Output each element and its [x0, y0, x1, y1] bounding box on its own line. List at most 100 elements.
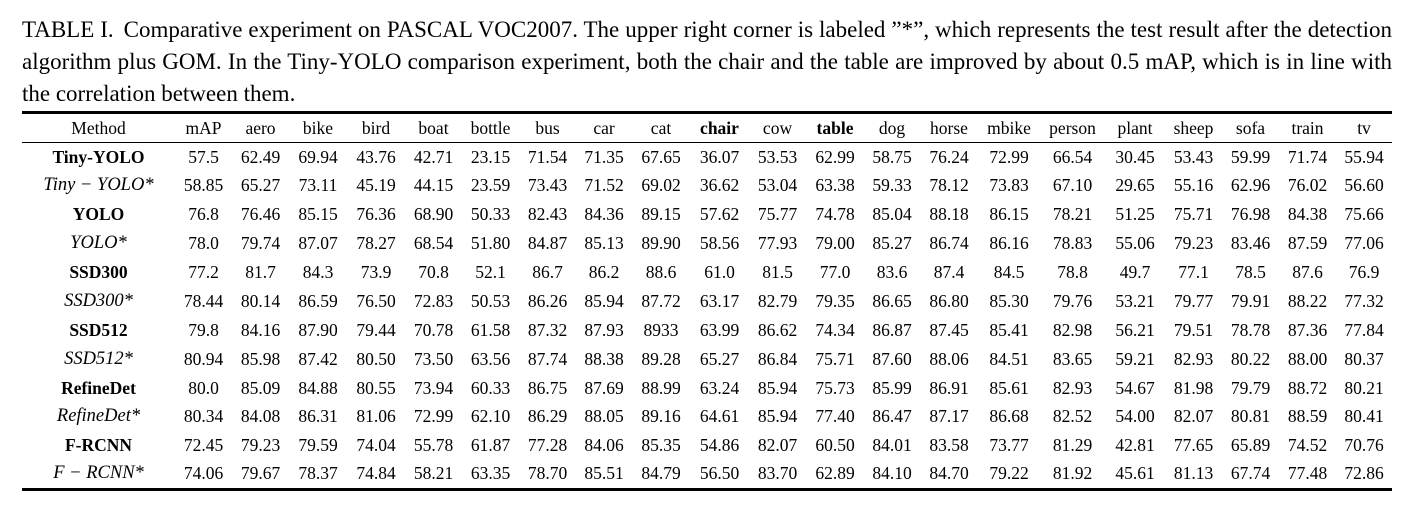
value-cell: 53.21 — [1115, 290, 1155, 311]
value-cell: 86.7 — [532, 262, 563, 282]
value-cell: 84.08 — [240, 406, 281, 427]
value-cell: 56.60 — [1344, 175, 1384, 196]
header-row: Method mAP aero bike bird boat bottle bus car cat… — [22, 113, 1392, 143]
value-cell: 59.33 — [872, 175, 912, 196]
value-cell: 64.61 — [699, 406, 740, 427]
value-cell: 55.78 — [413, 435, 454, 456]
value-cell: 85.09 — [240, 377, 281, 398]
value-cell: 68.90 — [413, 204, 454, 225]
value-cell: 44.15 — [413, 175, 454, 196]
value-cell: 60.33 — [470, 377, 511, 398]
method-cell: Tiny-YOLO — [52, 146, 145, 167]
value-cell: 83.65 — [1052, 348, 1093, 369]
header-cell: mAP — [185, 117, 222, 138]
value-cell: 63.99 — [699, 319, 740, 340]
value-cell: 78.8 — [1057, 262, 1088, 282]
value-cell: 62.99 — [815, 146, 855, 167]
value-cell: 80.94 — [183, 348, 224, 369]
value-cell: 78.27 — [356, 233, 396, 254]
value-cell: 58.85 — [183, 175, 224, 196]
value-cell: 88.72 — [1287, 377, 1328, 398]
value-cell: 61.58 — [470, 319, 511, 340]
value-cell: 86.2 — [588, 262, 620, 282]
method-cell: YOLO* — [70, 233, 127, 254]
value-cell: 72.45 — [183, 435, 224, 456]
caption-label: TABLE I. — [22, 17, 114, 42]
value-cell: 72.99 — [989, 146, 1029, 167]
value-cell: 77.40 — [815, 406, 855, 427]
value-cell: 56.21 — [1115, 319, 1155, 340]
value-cell: 54.67 — [1115, 377, 1155, 398]
value-cell: 75.71 — [1173, 204, 1214, 225]
value-cell: 86.16 — [989, 233, 1029, 254]
value-cell: 66.54 — [1052, 146, 1093, 167]
value-cell: 80.37 — [1344, 348, 1384, 369]
value-cell: 82.43 — [527, 204, 568, 225]
value-cell: 77.06 — [1344, 233, 1384, 254]
value-cell: 88.59 — [1287, 406, 1328, 427]
value-cell: 23.15 — [470, 146, 511, 167]
value-cell: 79.74 — [240, 233, 281, 254]
value-cell: 78.78 — [1230, 319, 1271, 340]
value-cell: 79.67 — [240, 463, 281, 484]
value-cell: 63.56 — [470, 348, 511, 369]
value-cell: 85.04 — [872, 204, 912, 225]
value-cell: 51.80 — [470, 233, 511, 254]
value-cell: 84.38 — [1287, 204, 1328, 225]
value-cell: 53.04 — [757, 175, 798, 196]
value-cell: 8933 — [643, 319, 679, 340]
caption: TABLE I. Comparative experiment on PASCAL… — [22, 14, 1392, 110]
method-cell: RefineDet — [61, 377, 136, 398]
value-cell: 81.06 — [356, 406, 396, 427]
value-cell: 80.14 — [240, 290, 281, 311]
value-cell: 80.21 — [1344, 377, 1384, 398]
value-cell: 89.16 — [641, 406, 681, 427]
value-cell: 70.78 — [413, 319, 454, 340]
value-cell: 76.24 — [929, 146, 969, 167]
value-cell: 76.46 — [240, 204, 281, 225]
header-cell: bottle — [470, 117, 511, 138]
header-cell: boat — [418, 117, 449, 138]
method-cell: SSD300* — [64, 290, 133, 311]
value-cell: 87.45 — [929, 319, 969, 340]
value-cell: 71.52 — [584, 175, 624, 196]
value-cell: 88.99 — [641, 377, 681, 398]
value-cell: 86.29 — [527, 406, 568, 427]
value-cell: 86.65 — [872, 290, 912, 311]
value-cell: 77.32 — [1344, 290, 1384, 311]
caption-text: Comparative experiment on PASCAL VOC2007… — [22, 17, 1392, 106]
value-cell: 79.79 — [1230, 377, 1271, 398]
value-cell: 87.90 — [298, 319, 338, 340]
value-cell: 70.8 — [418, 262, 449, 282]
value-cell: 72.99 — [413, 406, 454, 427]
value-cell: 79.44 — [356, 319, 396, 340]
value-cell: 50.53 — [470, 290, 511, 311]
table-row: SSD300* 78.44 80.14 86.59 76.50 72.83 50.53 86.… — [22, 287, 1392, 316]
value-cell: 52.1 — [475, 262, 506, 282]
value-cell: 68.54 — [413, 233, 454, 254]
value-cell: 81.92 — [1052, 463, 1093, 484]
value-cell: 87.74 — [527, 348, 568, 369]
value-cell: 63.24 — [699, 377, 740, 398]
value-cell: 87.60 — [872, 348, 912, 369]
value-cell: 85.94 — [584, 290, 624, 311]
value-cell: 87.93 — [584, 319, 624, 340]
value-cell: 85.27 — [872, 233, 912, 254]
value-cell: 87.59 — [1287, 233, 1328, 254]
value-cell: 79.8 — [188, 319, 219, 340]
value-cell: 74.84 — [356, 463, 396, 484]
value-cell: 80.81 — [1230, 406, 1271, 427]
value-cell: 79.77 — [1173, 290, 1214, 311]
value-cell: 87.32 — [527, 319, 568, 340]
value-cell: 89.28 — [641, 348, 681, 369]
value-cell: 84.3 — [302, 262, 334, 282]
value-cell: 83.70 — [757, 463, 798, 484]
value-cell: 81.13 — [1173, 463, 1214, 484]
value-cell: 84.01 — [872, 435, 912, 456]
value-cell: 78.44 — [183, 290, 224, 311]
value-cell: 86.26 — [527, 290, 568, 311]
value-cell: 86.84 — [757, 348, 798, 369]
value-cell: 73.11 — [298, 175, 338, 196]
value-cell: 82.79 — [757, 290, 798, 311]
value-cell: 74.34 — [815, 319, 855, 340]
